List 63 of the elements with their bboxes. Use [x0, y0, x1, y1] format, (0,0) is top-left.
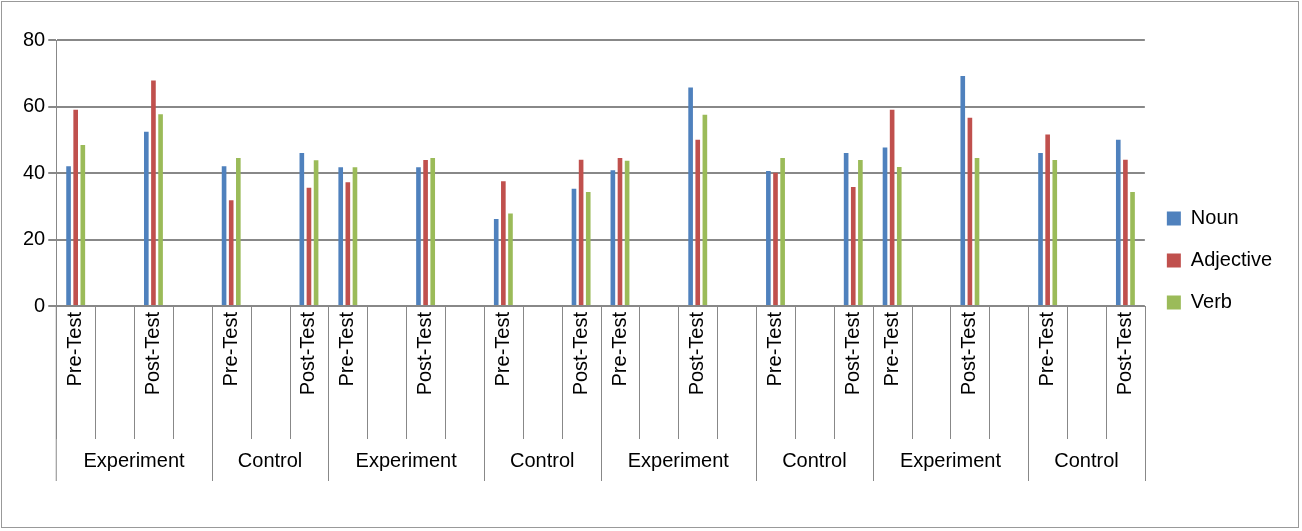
x-tick-label: Post-Test — [413, 311, 436, 396]
bar — [773, 172, 778, 305]
bar — [416, 167, 421, 305]
x-tick-label: Post-Test — [296, 311, 319, 396]
bar — [1123, 159, 1128, 305]
bar — [236, 158, 241, 305]
y-tick-label: 80 — [23, 27, 46, 50]
x-tick-label: Pre-Test — [63, 311, 86, 387]
bar — [585, 191, 591, 305]
bar — [151, 80, 156, 305]
x-tick-label: Pre-Test — [1035, 311, 1058, 387]
legend-label: Noun — [1190, 206, 1239, 229]
bar — [850, 186, 856, 305]
bar — [1038, 153, 1043, 305]
text: Control — [237, 448, 303, 471]
bar — [1115, 139, 1121, 305]
x-tick-label: Post-Test — [840, 311, 863, 396]
x-tick-label: Pre-Test — [879, 311, 902, 387]
bar — [501, 181, 506, 305]
legend-label: Verb — [1190, 290, 1232, 313]
bar — [144, 131, 149, 305]
y-tick-label: 20 — [23, 227, 46, 250]
bar — [66, 166, 71, 305]
x-tick-label: Post-Test — [957, 311, 980, 396]
text: Control — [509, 448, 575, 471]
legend-label: Adjective — [1190, 248, 1272, 271]
bar — [1130, 191, 1135, 305]
bar — [493, 218, 499, 305]
bar — [430, 158, 436, 305]
bar — [1052, 160, 1058, 305]
x-tick-label: Post-Test — [685, 311, 708, 396]
x-tick-label: Post-Test — [1112, 311, 1135, 396]
bar — [508, 213, 513, 305]
x-tick-label: Pre-Test — [335, 311, 358, 387]
y-tick-label: 40 — [23, 160, 46, 183]
text: Experiment — [83, 448, 186, 471]
bar — [896, 167, 902, 305]
x-tick-label: Pre-Test — [763, 311, 786, 387]
bar — [780, 158, 785, 305]
bar — [960, 75, 966, 305]
bar — [695, 139, 701, 305]
text: Experiment — [355, 448, 458, 471]
bar — [228, 200, 234, 305]
y-tick-label: 60 — [23, 94, 46, 117]
bar — [423, 160, 428, 305]
x-tick-label: Pre-Test — [218, 311, 241, 387]
text: Experiment — [899, 448, 1002, 471]
text: Experiment — [627, 448, 730, 471]
bar — [858, 160, 863, 305]
bar — [1045, 134, 1050, 305]
text: Control — [1054, 448, 1119, 471]
text: Control — [782, 448, 847, 471]
bar — [80, 145, 86, 305]
bar — [766, 171, 771, 305]
x-tick-label: Pre-Test — [607, 311, 630, 387]
bar — [338, 167, 344, 305]
x-tick-label: Post-Test — [568, 311, 591, 396]
bar — [158, 114, 163, 305]
y-tick-label: 0 — [34, 293, 46, 316]
bar — [73, 109, 78, 305]
x-tick-label: Post-Test — [140, 311, 163, 396]
bar — [688, 87, 693, 305]
x-tick-label: Pre-Test — [490, 311, 513, 387]
